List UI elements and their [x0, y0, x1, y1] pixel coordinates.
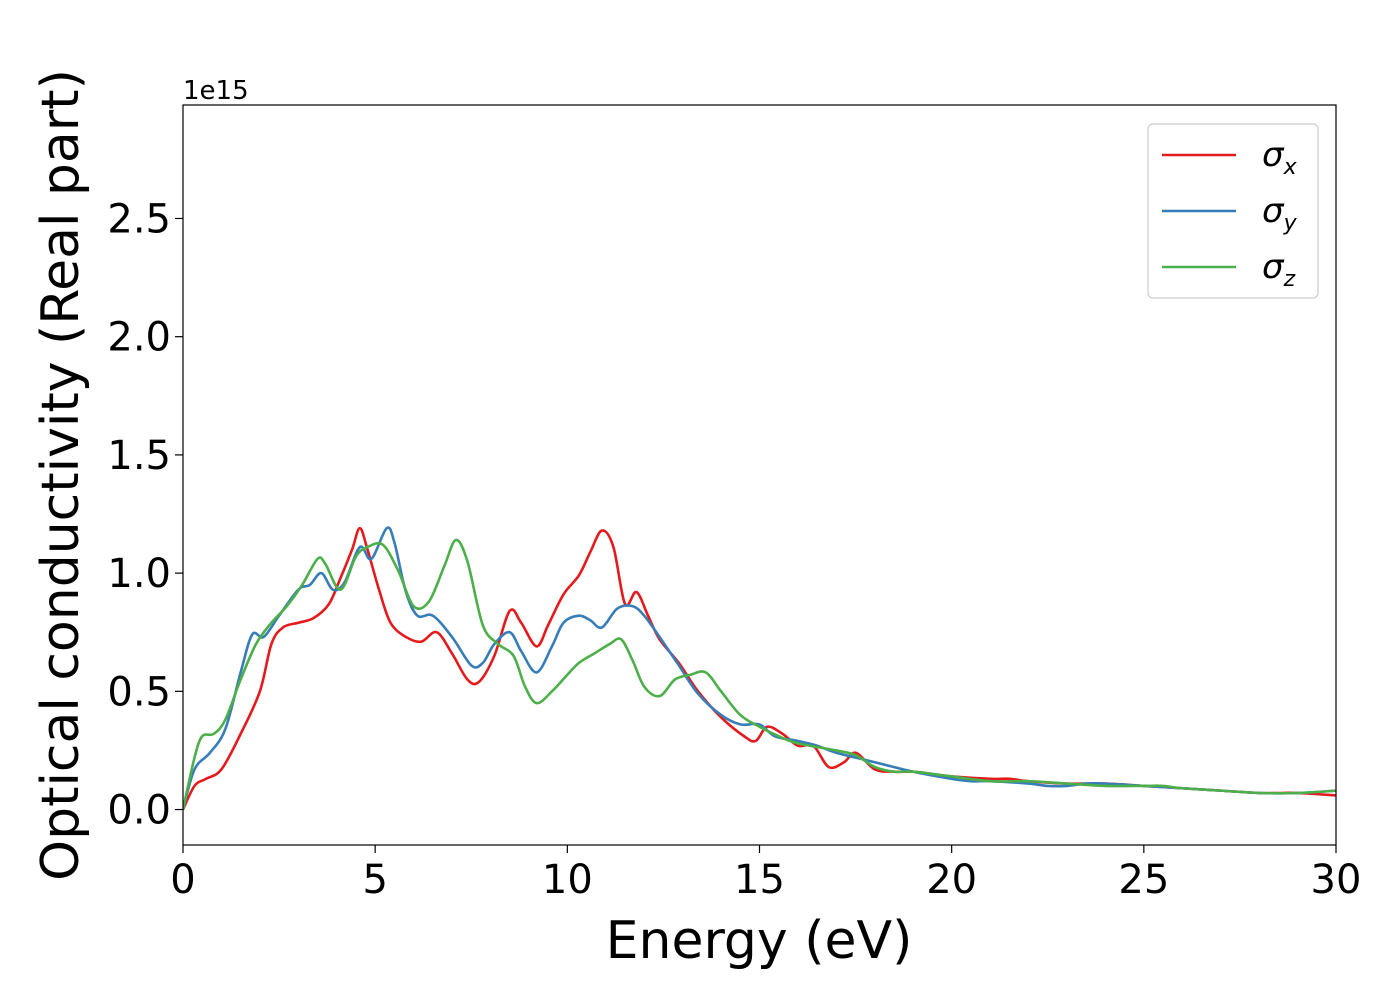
series-line-x: [183, 526, 1336, 811]
legend-label-x: σx: [1262, 135, 1298, 180]
y-tick-label: 0.0: [107, 788, 171, 834]
legend-label-z: σz: [1262, 247, 1296, 292]
y-tick-label: 2.0: [107, 315, 171, 361]
x-tick-label: 15: [734, 857, 785, 903]
y-tick-label: 1.5: [107, 433, 171, 479]
x-tick-label: 10: [542, 857, 593, 903]
x-axis-ticks: 0 5 10 15 20 25 30: [170, 845, 1361, 903]
x-tick-label: 20: [926, 857, 977, 903]
x-axis-label: Energy (eV): [606, 911, 913, 971]
y-axis-ticks: 0.0 0.5 1.0 1.5 2.0 2.5: [107, 196, 183, 834]
series-line-z: [183, 538, 1336, 810]
legend-label-y: σy: [1262, 191, 1298, 236]
y-tick-label: 2.5: [107, 196, 171, 242]
x-tick-label: 5: [362, 857, 387, 903]
plot-lines: [183, 526, 1336, 811]
x-tick-label: 0: [170, 857, 195, 903]
y-axis-label: Optical conductivity (Real part): [31, 69, 91, 881]
legend-items: σx σy σz: [1162, 135, 1298, 292]
legend: σx σy σz: [1147, 123, 1319, 299]
x-tick-label: 30: [1311, 857, 1362, 903]
y-tick-label: 1.0: [107, 551, 171, 597]
series-line-y: [183, 526, 1336, 810]
y-tick-label: 0.5: [107, 669, 171, 715]
y-axis-offset-label: 1e15: [183, 76, 249, 106]
x-tick-label: 25: [1118, 857, 1169, 903]
